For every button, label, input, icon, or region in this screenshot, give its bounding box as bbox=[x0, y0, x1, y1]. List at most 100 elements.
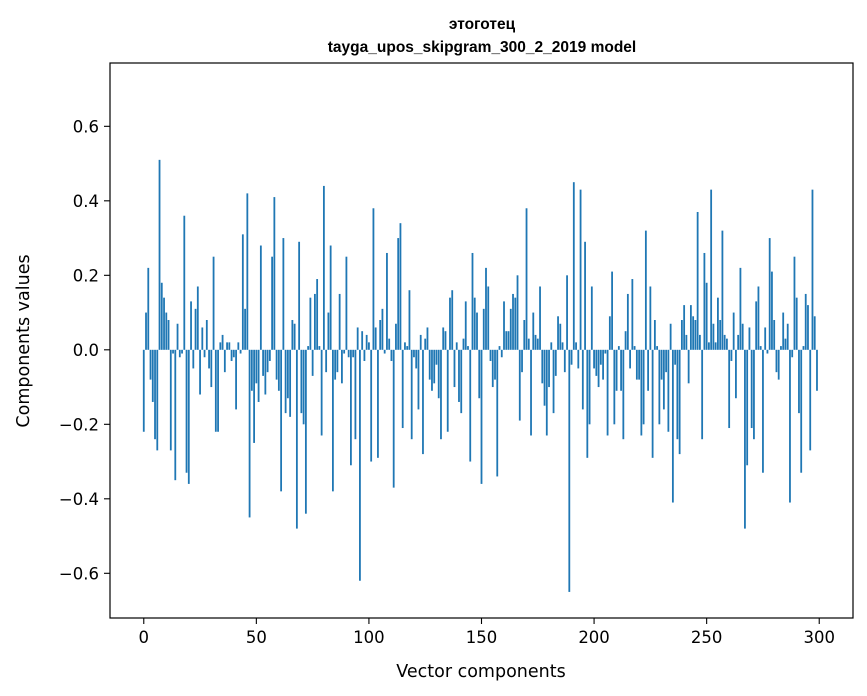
bar bbox=[440, 349, 442, 440]
bar bbox=[145, 312, 147, 350]
bar bbox=[307, 346, 310, 350]
bar bbox=[626, 293, 629, 350]
bar bbox=[649, 286, 652, 350]
bar bbox=[241, 234, 244, 350]
bar bbox=[422, 349, 424, 455]
bar bbox=[406, 346, 409, 350]
bar bbox=[662, 349, 665, 410]
bar bbox=[334, 349, 337, 380]
bar bbox=[437, 349, 440, 399]
bar bbox=[372, 208, 375, 350]
bar bbox=[741, 323, 744, 350]
bar bbox=[597, 349, 600, 388]
bar bbox=[557, 316, 559, 350]
bar bbox=[257, 349, 260, 402]
bar bbox=[374, 327, 377, 350]
bar bbox=[723, 334, 726, 350]
y-tick-label: −0.4 bbox=[59, 490, 99, 509]
bar bbox=[442, 327, 445, 350]
bar bbox=[302, 349, 305, 425]
bar bbox=[426, 327, 429, 350]
bar bbox=[392, 349, 395, 488]
bar bbox=[689, 305, 692, 350]
bar bbox=[791, 349, 794, 358]
bar bbox=[708, 342, 710, 350]
bar bbox=[217, 349, 219, 432]
bar bbox=[336, 349, 339, 373]
bar-series bbox=[142, 159, 818, 592]
bar bbox=[802, 346, 805, 350]
bar bbox=[190, 301, 192, 350]
bar bbox=[599, 349, 602, 365]
bar bbox=[289, 349, 292, 417]
bar bbox=[669, 323, 672, 350]
bar bbox=[726, 338, 728, 350]
bar bbox=[154, 349, 156, 440]
bar bbox=[322, 185, 325, 350]
bar bbox=[318, 346, 321, 350]
bar bbox=[798, 349, 800, 414]
bar bbox=[676, 349, 679, 440]
bar bbox=[181, 349, 183, 354]
bar bbox=[622, 349, 625, 440]
bar bbox=[737, 334, 740, 350]
bar bbox=[775, 349, 778, 373]
bar bbox=[755, 301, 758, 350]
bar bbox=[782, 312, 785, 350]
bar bbox=[223, 349, 226, 373]
bar bbox=[570, 349, 573, 365]
bar bbox=[365, 334, 368, 350]
bar bbox=[512, 293, 514, 350]
bar bbox=[525, 208, 528, 350]
bar bbox=[680, 320, 683, 350]
bar bbox=[266, 349, 269, 373]
x-tick-label: 100 bbox=[353, 628, 385, 647]
bar bbox=[428, 349, 431, 380]
bar bbox=[710, 189, 713, 350]
bar bbox=[183, 215, 186, 350]
bar bbox=[539, 286, 541, 350]
bar bbox=[237, 342, 240, 350]
x-tick-label: 300 bbox=[803, 628, 835, 647]
bar bbox=[230, 349, 233, 361]
bar bbox=[295, 349, 298, 529]
bar bbox=[534, 334, 537, 350]
bar bbox=[147, 267, 150, 350]
bar bbox=[505, 331, 508, 350]
bar bbox=[764, 327, 767, 350]
bar bbox=[730, 349, 733, 361]
bar bbox=[563, 349, 566, 373]
bar bbox=[527, 338, 530, 350]
bar bbox=[685, 334, 688, 350]
bar bbox=[471, 252, 474, 350]
bar bbox=[282, 238, 285, 350]
bar bbox=[350, 349, 352, 466]
bar bbox=[311, 349, 314, 376]
bar bbox=[408, 290, 411, 350]
bar bbox=[413, 349, 415, 358]
bar bbox=[489, 349, 492, 361]
bar bbox=[277, 349, 280, 391]
bar bbox=[811, 189, 814, 350]
bar bbox=[744, 349, 746, 529]
bar bbox=[762, 349, 764, 473]
bar bbox=[714, 342, 717, 350]
x-tick-label: 0 bbox=[139, 628, 150, 647]
bar bbox=[259, 245, 262, 350]
bar bbox=[552, 349, 555, 414]
x-tick-label: 150 bbox=[466, 628, 498, 647]
bar bbox=[343, 349, 346, 354]
bar bbox=[795, 297, 798, 350]
bar bbox=[160, 282, 163, 350]
bar bbox=[496, 349, 499, 477]
plot-frame bbox=[109, 62, 854, 619]
bar bbox=[588, 349, 591, 425]
bar bbox=[370, 349, 373, 462]
bar bbox=[807, 305, 809, 350]
bar bbox=[667, 349, 670, 432]
bar bbox=[361, 331, 364, 350]
bar bbox=[194, 308, 197, 350]
bar bbox=[518, 349, 521, 421]
bar bbox=[793, 256, 796, 350]
bar bbox=[404, 342, 406, 350]
